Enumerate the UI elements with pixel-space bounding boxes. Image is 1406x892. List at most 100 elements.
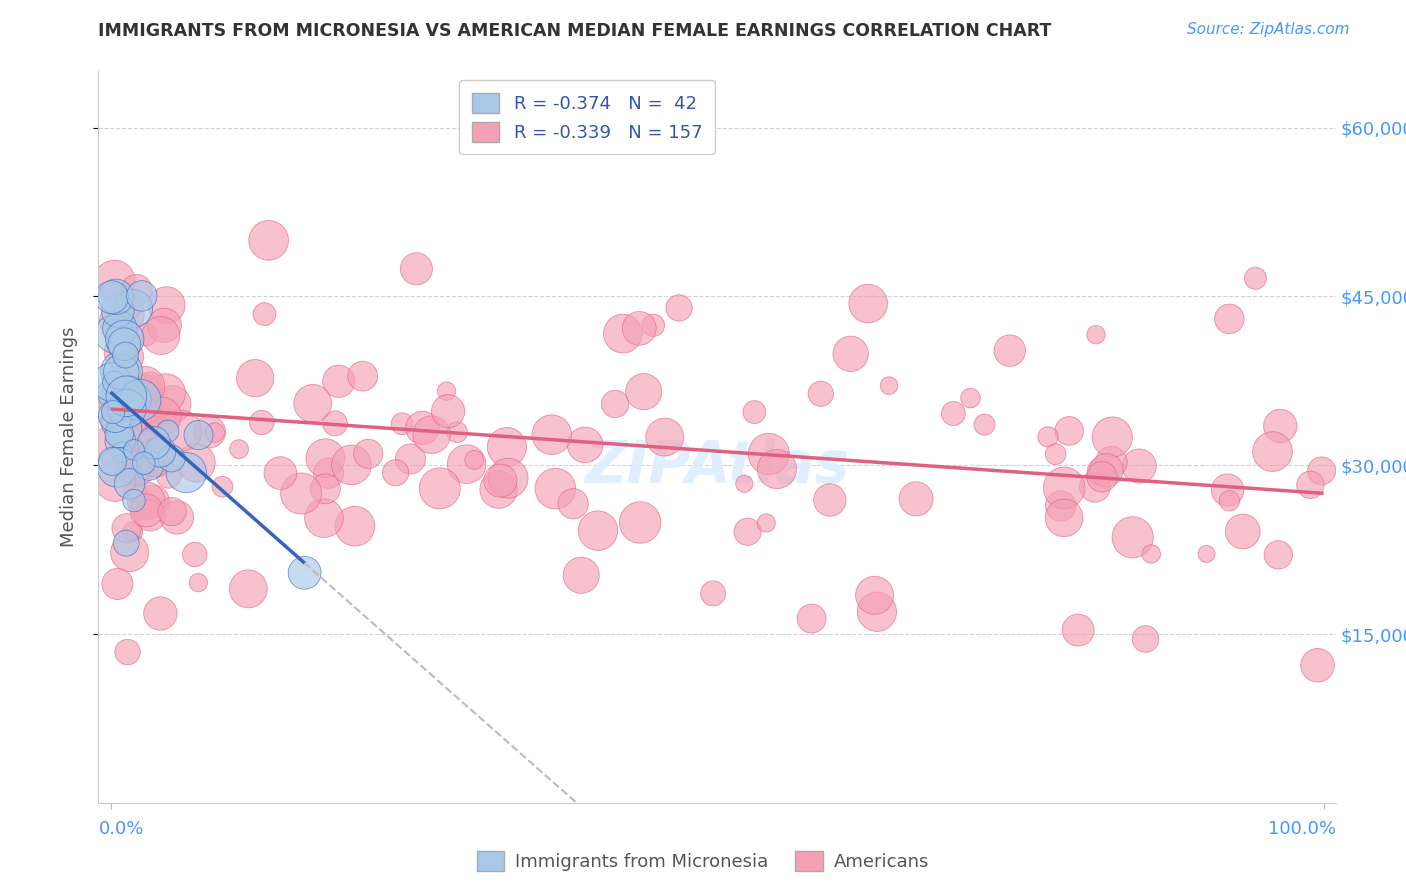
Point bbox=[1306, 658, 1329, 673]
Point bbox=[142, 494, 165, 508]
Point bbox=[755, 516, 778, 530]
Point bbox=[184, 548, 207, 562]
Point bbox=[115, 389, 138, 403]
Point bbox=[115, 350, 138, 364]
Point bbox=[117, 645, 139, 659]
Point bbox=[118, 384, 141, 399]
Point bbox=[744, 405, 766, 419]
Point bbox=[135, 401, 157, 416]
Point bbox=[103, 412, 125, 426]
Point bbox=[112, 337, 135, 351]
Point bbox=[839, 347, 862, 361]
Point bbox=[250, 416, 273, 430]
Point bbox=[905, 491, 928, 506]
Point bbox=[108, 426, 131, 441]
Point bbox=[294, 566, 316, 580]
Point bbox=[437, 404, 460, 418]
Point bbox=[125, 283, 148, 297]
Point bbox=[1267, 548, 1289, 562]
Point bbox=[155, 298, 177, 312]
Text: 0.0%: 0.0% bbox=[98, 820, 143, 838]
Text: 100.0%: 100.0% bbox=[1268, 820, 1336, 838]
Point bbox=[139, 377, 162, 392]
Point bbox=[157, 468, 180, 483]
Point bbox=[121, 465, 143, 479]
Point bbox=[101, 405, 124, 419]
Point bbox=[1099, 455, 1122, 469]
Point bbox=[149, 328, 172, 343]
Point bbox=[127, 400, 149, 414]
Point bbox=[124, 483, 146, 498]
Point bbox=[121, 524, 143, 539]
Point bbox=[129, 393, 152, 408]
Point bbox=[257, 233, 280, 247]
Point bbox=[1261, 444, 1284, 458]
Text: ZIPAtlas: ZIPAtlas bbox=[585, 438, 849, 495]
Point bbox=[352, 369, 374, 384]
Point bbox=[174, 466, 197, 480]
Point bbox=[314, 482, 336, 496]
Point bbox=[877, 378, 900, 392]
Legend: Immigrants from Micronesia, Americans: Immigrants from Micronesia, Americans bbox=[470, 844, 936, 879]
Point bbox=[122, 442, 145, 457]
Point bbox=[132, 456, 155, 470]
Point bbox=[1036, 430, 1059, 444]
Point bbox=[105, 415, 128, 429]
Point bbox=[107, 303, 129, 318]
Point bbox=[115, 401, 138, 416]
Point bbox=[122, 493, 145, 508]
Point bbox=[343, 519, 366, 533]
Point bbox=[149, 444, 172, 458]
Point bbox=[128, 452, 150, 467]
Point bbox=[110, 365, 132, 379]
Point bbox=[301, 396, 323, 410]
Point bbox=[1053, 481, 1076, 495]
Point bbox=[110, 345, 132, 359]
Point bbox=[586, 524, 609, 538]
Point bbox=[633, 384, 655, 399]
Point bbox=[107, 577, 129, 591]
Point bbox=[125, 400, 148, 414]
Point bbox=[122, 457, 145, 471]
Point bbox=[318, 466, 340, 480]
Point bbox=[115, 521, 138, 535]
Point bbox=[496, 440, 519, 454]
Point bbox=[405, 261, 427, 276]
Point bbox=[1244, 271, 1267, 285]
Point bbox=[149, 607, 172, 621]
Point bbox=[1216, 483, 1239, 497]
Point bbox=[108, 394, 131, 409]
Point bbox=[114, 348, 136, 362]
Point bbox=[818, 493, 841, 508]
Point bbox=[134, 384, 156, 398]
Point bbox=[540, 427, 562, 442]
Point bbox=[1067, 623, 1090, 637]
Point bbox=[391, 417, 413, 431]
Point bbox=[153, 318, 176, 333]
Point bbox=[603, 397, 626, 411]
Point bbox=[115, 309, 138, 323]
Point bbox=[456, 457, 478, 471]
Point bbox=[357, 447, 380, 461]
Point bbox=[125, 461, 148, 475]
Point bbox=[942, 407, 965, 421]
Point bbox=[340, 458, 363, 472]
Point bbox=[733, 476, 755, 491]
Point bbox=[187, 428, 209, 442]
Point bbox=[1095, 463, 1118, 477]
Point bbox=[245, 371, 267, 385]
Point bbox=[702, 586, 724, 600]
Point bbox=[411, 421, 433, 435]
Point bbox=[399, 451, 422, 466]
Point bbox=[1299, 478, 1322, 492]
Point bbox=[131, 289, 153, 303]
Text: IMMIGRANTS FROM MICRONESIA VS AMERICAN MEDIAN FEMALE EARNINGS CORRELATION CHART: IMMIGRANTS FROM MICRONESIA VS AMERICAN M… bbox=[98, 22, 1052, 40]
Point bbox=[111, 364, 134, 378]
Point bbox=[1140, 547, 1163, 561]
Point bbox=[800, 611, 823, 625]
Point bbox=[166, 510, 188, 524]
Point bbox=[1090, 465, 1112, 479]
Point bbox=[612, 326, 634, 341]
Point bbox=[118, 545, 141, 559]
Point bbox=[973, 417, 995, 432]
